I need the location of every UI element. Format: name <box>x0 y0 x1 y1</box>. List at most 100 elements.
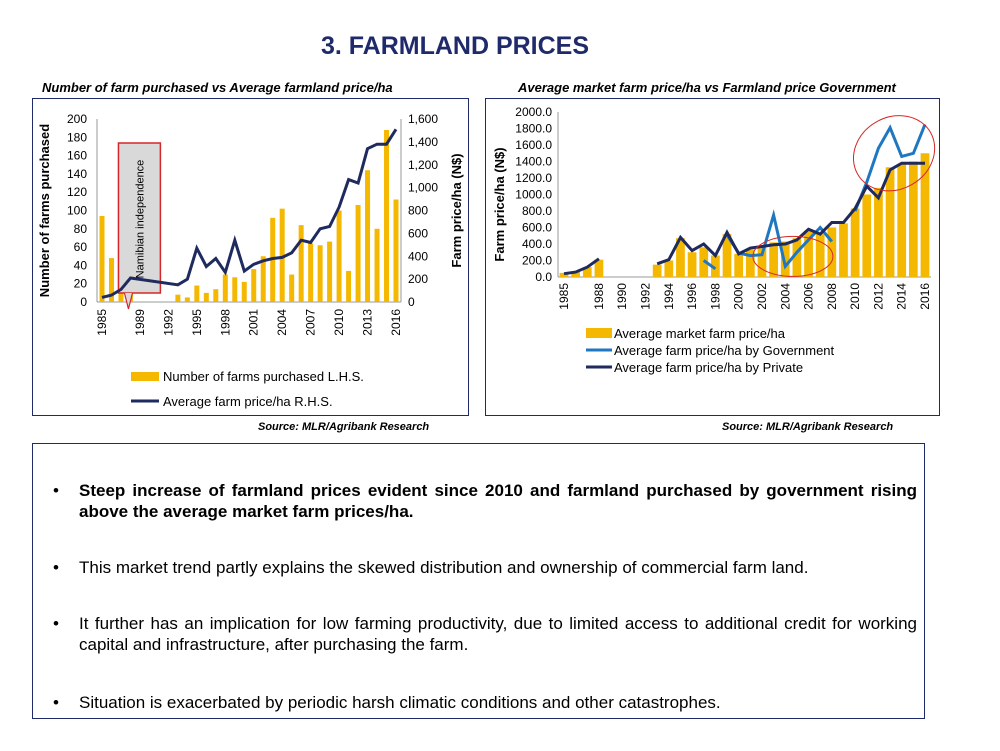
chart2-x-tick-label: 2004 <box>778 283 792 310</box>
chart2-x-tick-label: 2012 <box>871 283 885 310</box>
chart2-bar <box>897 163 907 277</box>
chart2-x-tick-label: 2010 <box>848 283 862 310</box>
chart1-right-tick-label: 1,000 <box>408 181 438 195</box>
chart1-bar <box>365 170 371 302</box>
chart1-bar <box>298 225 304 302</box>
chart2-y-tick-label: 400.0 <box>522 237 552 251</box>
bullet-text: Situation is exacerbated by periodic har… <box>79 693 721 712</box>
chart1-right-tick-label: 0 <box>408 295 415 309</box>
chart2-x-tick-label: 1994 <box>662 283 676 310</box>
independence-annotation-label: Namibian independence <box>134 160 146 279</box>
chart2-y-tick-label: 1600.0 <box>515 138 552 152</box>
chart1-x-tick-label: 1985 <box>95 309 109 336</box>
chart1-bar <box>355 205 361 302</box>
chart1-bar <box>99 215 105 302</box>
chart2-y-tick-label: 1200.0 <box>515 171 552 185</box>
chart1-bar <box>374 228 380 302</box>
chart1-bar <box>308 243 314 302</box>
chart2-government-line <box>702 259 717 271</box>
chart2-y-tick-label: 0.0 <box>535 270 552 284</box>
chart2-x-tick-label: 1990 <box>615 283 629 310</box>
chart1-right-tick-label: 1,600 <box>408 112 438 126</box>
chart1-right-tick-label: 600 <box>408 226 428 240</box>
chart1-left-tick-label: 180 <box>67 130 87 144</box>
chart2-legend-private-label: Average farm price/ha by Private <box>614 360 803 375</box>
chart2-y-tick-label: 600.0 <box>522 221 552 235</box>
chart1-bar <box>222 274 228 302</box>
chart1-y2-axis-label: Farm price/ha (N$) <box>449 153 464 267</box>
chart2-x-tick-label: 1988 <box>592 283 606 310</box>
chart1-bar <box>251 269 257 302</box>
chart2-bar <box>862 194 872 277</box>
chart1-x-tick-label: 1989 <box>133 309 147 336</box>
chart1-x-tick-label: 1995 <box>190 309 204 336</box>
chart1-source: Source: MLR/Agribank Research <box>258 421 430 433</box>
chart1-right-tick-label: 1,200 <box>408 158 438 172</box>
chart1-x-tick-label: 1998 <box>218 309 232 336</box>
chart1-x-tick-label: 1992 <box>161 309 175 336</box>
chart2-government-line <box>853 123 927 212</box>
chart1-left-tick-label: 100 <box>67 204 87 218</box>
chart2-panel: 0.0 200.0 400.0 600.0 800.0 1000.0 1200.0 1400.… <box>485 98 940 416</box>
bullet-marker: • <box>53 693 59 712</box>
chart2-x-tick-label: 1998 <box>708 283 722 310</box>
chart1-left-tick-label: 20 <box>74 277 88 291</box>
chart2-bar <box>792 238 802 277</box>
chart2-x-tick-label: 2000 <box>732 283 746 310</box>
chart1-legend-bar-swatch <box>131 372 159 381</box>
chart2-bar <box>815 234 825 277</box>
chart1-svg: 0 20 40 60 80 100 120 140 160 180 200 0 200 400 600 800… <box>37 112 464 409</box>
chart1-left-tick-label: 120 <box>67 185 87 199</box>
chart1-x-tick-label: 2001 <box>247 309 261 336</box>
chart2-bar <box>559 272 569 277</box>
chart2-bar <box>874 187 883 277</box>
bullet-item-4: • Situation is exacerbated by periodic h… <box>33 692 917 713</box>
chart1-bar <box>108 258 114 302</box>
chart1-left-tick-label: 200 <box>67 112 87 126</box>
chart2-bar <box>711 255 720 277</box>
chart1-bar <box>336 210 342 302</box>
chart2-x-tick-label: 1996 <box>685 283 699 310</box>
bullet-text: It further has an implication for low fa… <box>79 614 917 654</box>
chart1-bar <box>346 270 352 302</box>
chart2-private-line <box>563 257 600 276</box>
chart2-y-tick-label: 800.0 <box>522 204 552 218</box>
slide-title: 3. FARMLAND PRICES <box>320 32 590 60</box>
chart1-left-tick-label: 40 <box>74 258 88 272</box>
chart1-bar <box>184 297 190 302</box>
chart2-legend-bar-label: Average market farm price/ha <box>614 326 786 341</box>
chart1-title: Number of farm purchased vs Average farm… <box>42 80 393 95</box>
bullet-marker: • <box>53 614 59 633</box>
chart1-x-tick-label: 2013 <box>361 309 375 336</box>
chart2-bar <box>582 267 592 277</box>
chart2-bar <box>594 259 604 277</box>
chart2-bar <box>757 245 767 277</box>
chart1-left-tick-label: 60 <box>74 240 88 254</box>
bullet-text: This market trend partly explains the sk… <box>79 558 809 577</box>
chart1-left-tick-label: 0 <box>80 295 87 309</box>
chart2-government-line <box>725 209 833 270</box>
bullets-panel: • Steep increase of farmland prices evid… <box>32 443 925 719</box>
independence-annotation-box <box>117 142 162 294</box>
chart1-left-tick-label: 80 <box>74 222 88 236</box>
chart2-bar <box>839 223 848 277</box>
chart2-legend-government-label: Average farm price/ha by Government <box>614 343 835 358</box>
chart1-bar <box>175 294 181 302</box>
chart1-right-tick-label: 1,400 <box>408 135 438 149</box>
chart1-bar <box>260 256 266 302</box>
chart2-x-tick-label: 2008 <box>825 283 839 310</box>
chart2-bar <box>885 167 895 277</box>
chart1-bar <box>327 241 333 302</box>
chart2-bar <box>908 161 918 277</box>
chart1-price-line <box>101 128 398 299</box>
chart2-bar <box>780 241 790 277</box>
chart2-bar <box>769 242 778 277</box>
chart2-bar <box>664 260 674 277</box>
chart2-bar <box>850 208 860 277</box>
chart2-bar <box>745 249 755 277</box>
chart2-x-tick-label: 1985 <box>557 283 571 310</box>
chart2-highlight-ellipse-2013 <box>852 115 936 192</box>
chart2-y-tick-label: 1000.0 <box>515 188 552 202</box>
chart2-y-tick-label: 1800.0 <box>515 122 552 136</box>
chart1-bar <box>213 289 219 302</box>
